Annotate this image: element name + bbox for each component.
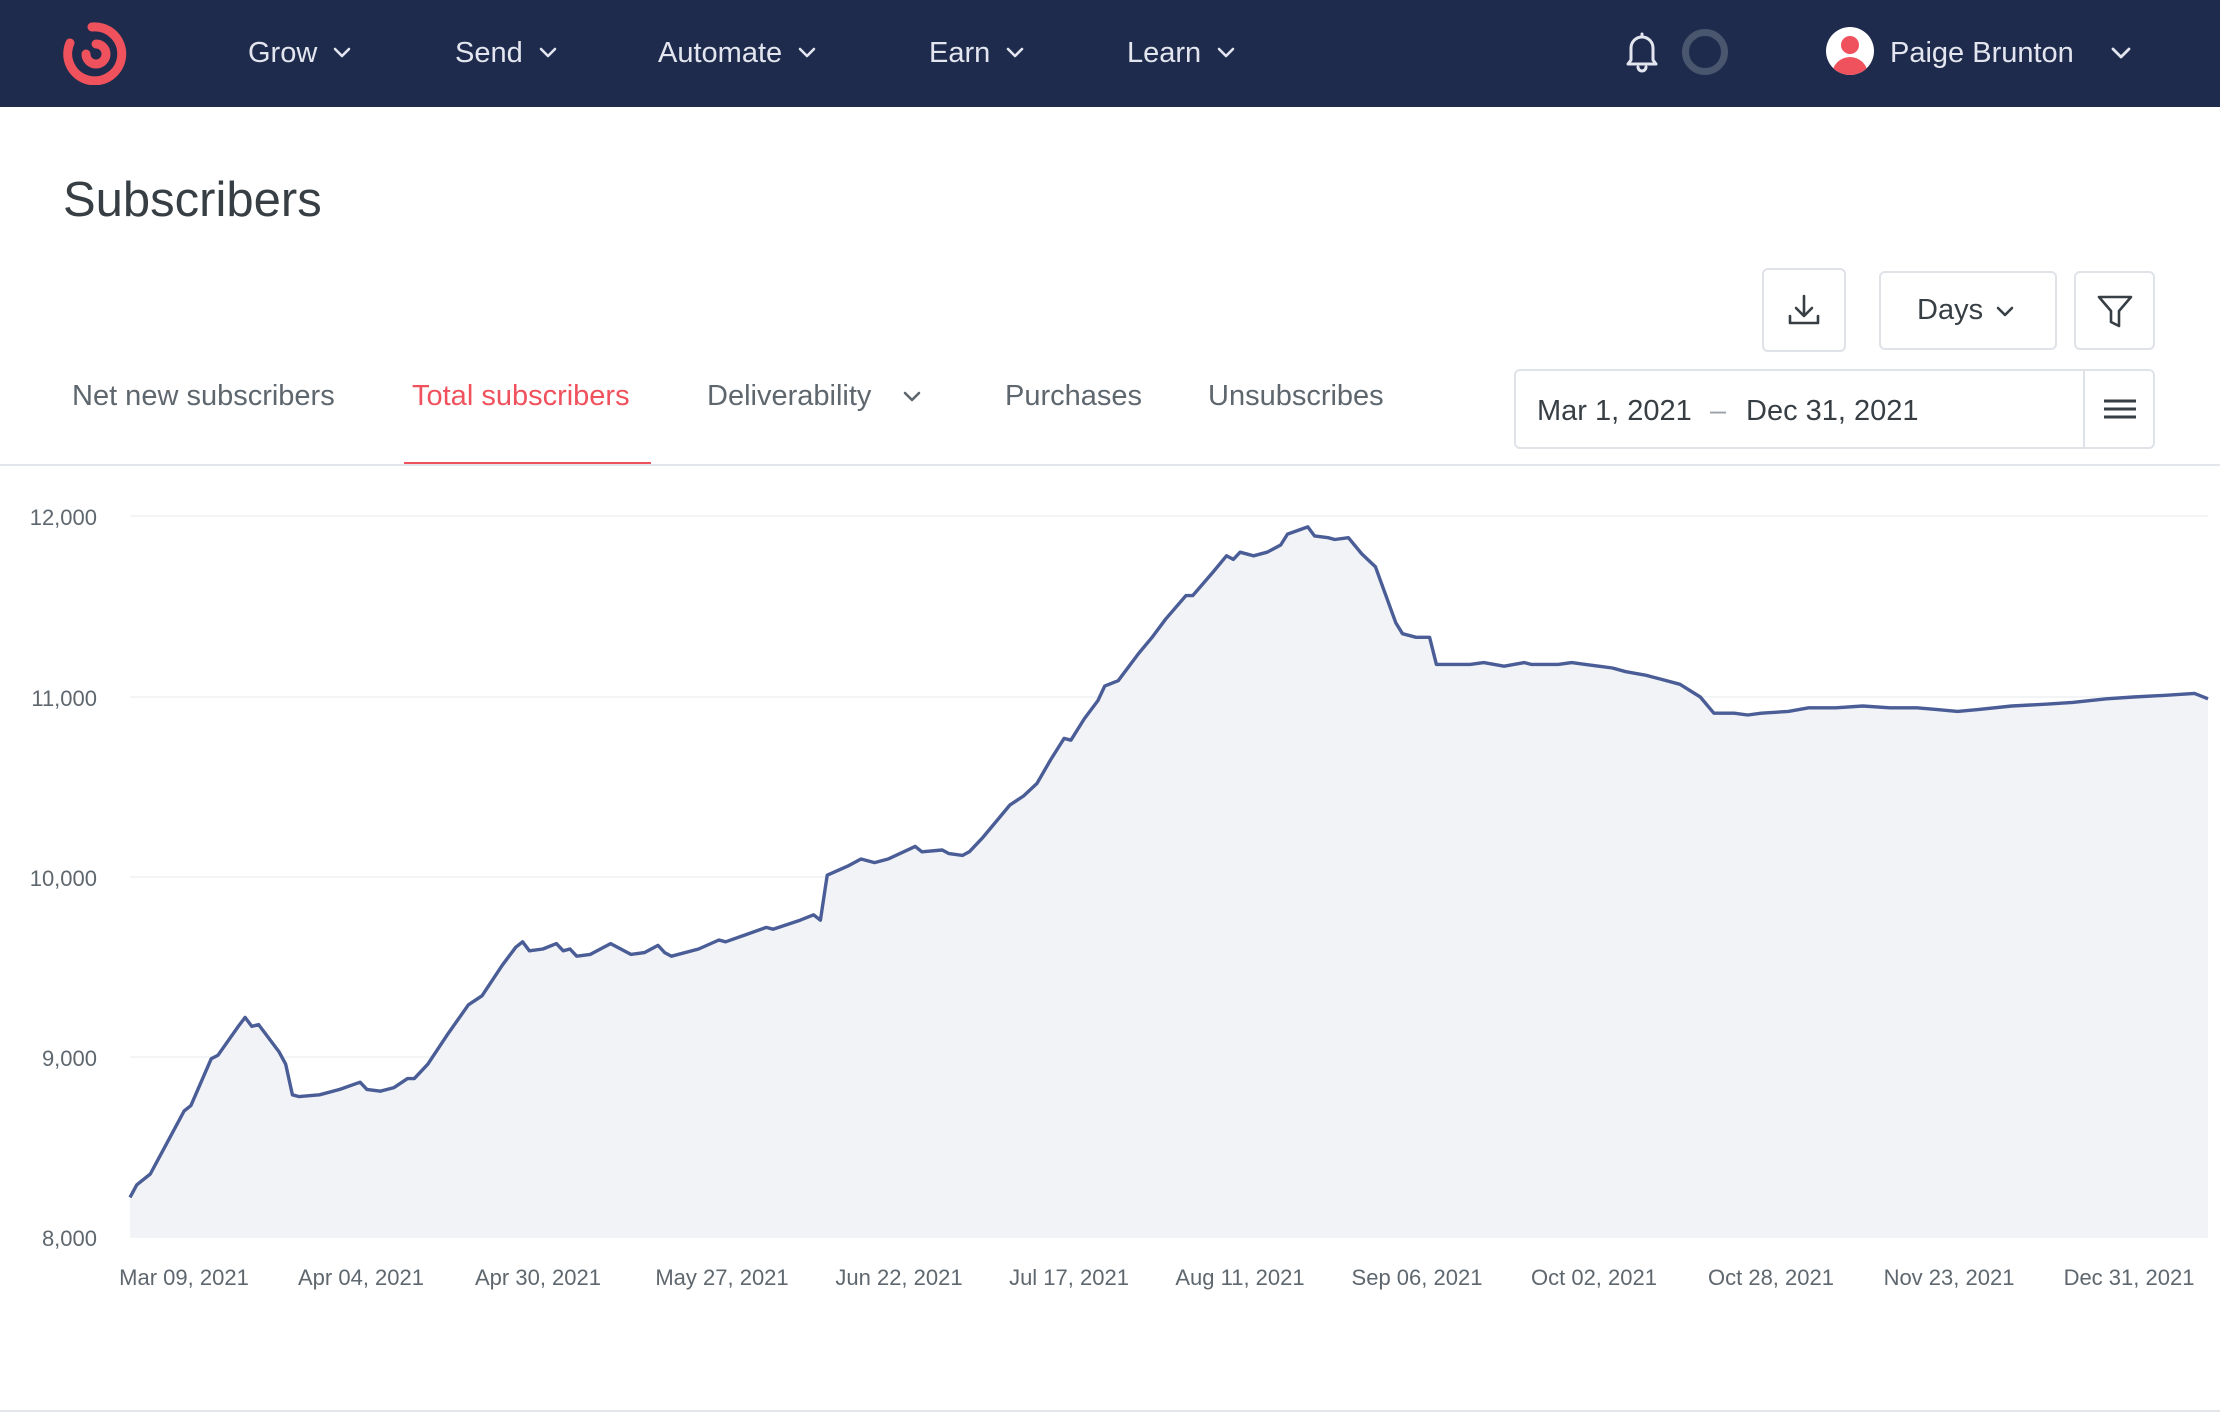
nav-item-label: Automate: [658, 36, 783, 69]
y-tick-label: 10,000: [30, 866, 97, 891]
y-tick-label: 12,000: [30, 505, 97, 530]
convertkit-logo[interactable]: [62, 21, 130, 85]
chart-x-axis: Mar 09, 2021 Apr 04, 2021 Apr 30, 2021 May …: [119, 1265, 2194, 1290]
tab-label: Net new subscribers: [72, 380, 335, 412]
nav-item-grow[interactable]: Grow: [248, 32, 353, 74]
tab-label: Unsubscribes: [1208, 380, 1384, 412]
user-avatar[interactable]: [1826, 27, 1874, 75]
interval-value: Days: [1917, 294, 1984, 326]
chevron-down-icon: [539, 47, 557, 58]
tab-label: Total subscribers: [412, 380, 630, 412]
tab-net-new-subscribers[interactable]: Net new subscribers: [72, 380, 335, 413]
active-tab-indicator: [404, 462, 651, 465]
x-tick-label: Jun 22, 2021: [835, 1265, 962, 1290]
chart-y-axis: 12,000 11,000 10,000 9,000 8,000: [30, 505, 97, 1251]
tab-unsubscribes[interactable]: Unsubscribes: [1208, 380, 1384, 413]
bell-icon[interactable]: [1617, 26, 1667, 76]
filter-icon: [2097, 295, 2132, 327]
x-tick-label: Apr 04, 2021: [298, 1265, 424, 1290]
nav-item-earn[interactable]: Earn: [929, 32, 1026, 74]
x-tick-label: Mar 09, 2021: [119, 1265, 249, 1290]
chevron-down-icon[interactable]: [2108, 40, 2134, 66]
total-subscribers-chart: 12,000 11,000 10,000 9,000 8,000 Mar 09, 202…: [30, 505, 2209, 1290]
filter-button[interactable]: [2074, 271, 2155, 350]
date-range-picker[interactable]: Mar 1, 2021 – Dec 31, 2021: [1514, 369, 2155, 449]
page-title: Subscribers: [63, 173, 322, 227]
interval-select[interactable]: Days: [1879, 271, 2057, 350]
nav-item-send[interactable]: Send: [455, 32, 559, 74]
tab-purchases[interactable]: Purchases: [1005, 380, 1142, 413]
top-navigation: Grow Send Automate Earn Learn Paige Brun…: [0, 0, 2220, 107]
user-name[interactable]: Paige Brunton: [1890, 36, 2074, 69]
x-tick-label: Jul 17, 2021: [1009, 1265, 1129, 1290]
chevron-down-icon: [904, 392, 921, 402]
x-tick-label: Oct 02, 2021: [1531, 1265, 1657, 1290]
nav-item-label: Learn: [1127, 36, 1202, 69]
chart-series-line: [128, 525, 2209, 1199]
chevron-down-icon: [1006, 47, 1024, 58]
nav-item-label: Send: [455, 36, 523, 69]
x-tick-label: Apr 30, 2021: [475, 1265, 601, 1290]
y-tick-label: 11,000: [31, 686, 97, 711]
x-tick-label: Sep 06, 2021: [1352, 1265, 1483, 1290]
chevron-down-icon: [1217, 47, 1235, 58]
x-tick-label: May 27, 2021: [655, 1265, 788, 1290]
download-icon: [1788, 294, 1820, 325]
nav-item-learn[interactable]: Learn: [1127, 32, 1237, 74]
nav-item-label: Grow: [248, 36, 318, 69]
nav-item-automate[interactable]: Automate: [658, 32, 818, 74]
chevron-down-icon: [798, 47, 816, 58]
chevron-down-icon: [1996, 306, 2014, 317]
date-range-start[interactable]: Mar 1, 2021: [1537, 395, 1692, 427]
tab-label: Purchases: [1005, 380, 1143, 412]
x-tick-label: Dec 31, 2021: [2064, 1265, 2195, 1290]
tab-label: Deliverability: [707, 380, 872, 412]
bottom-divider: [0, 1410, 2220, 1412]
tab-deliverability[interactable]: Deliverability: [707, 380, 923, 413]
date-range-menu-button[interactable]: [2083, 371, 2155, 447]
date-range-separator: –: [1710, 395, 1727, 427]
x-tick-label: Nov 23, 2021: [1884, 1265, 2015, 1290]
x-tick-label: Oct 28, 2021: [1708, 1265, 1834, 1290]
user-avatar-icon: [1832, 36, 1868, 75]
chevron-down-icon: [333, 47, 351, 58]
y-tick-label: 8,000: [42, 1226, 97, 1251]
hamburger-menu-icon: [2104, 399, 2136, 419]
chart-area-fill: [130, 526, 2208, 1237]
nav-item-label: Earn: [929, 36, 991, 69]
download-button[interactable]: [1762, 268, 1846, 352]
y-tick-label: 9,000: [42, 1046, 97, 1071]
x-tick-label: Aug 11, 2021: [1175, 1265, 1304, 1290]
date-range-end[interactable]: Dec 31, 2021: [1746, 395, 1919, 427]
tab-total-subscribers[interactable]: Total subscribers: [412, 380, 630, 413]
tabs-divider: [0, 464, 2220, 466]
loading-ring-icon: [1682, 29, 1728, 75]
